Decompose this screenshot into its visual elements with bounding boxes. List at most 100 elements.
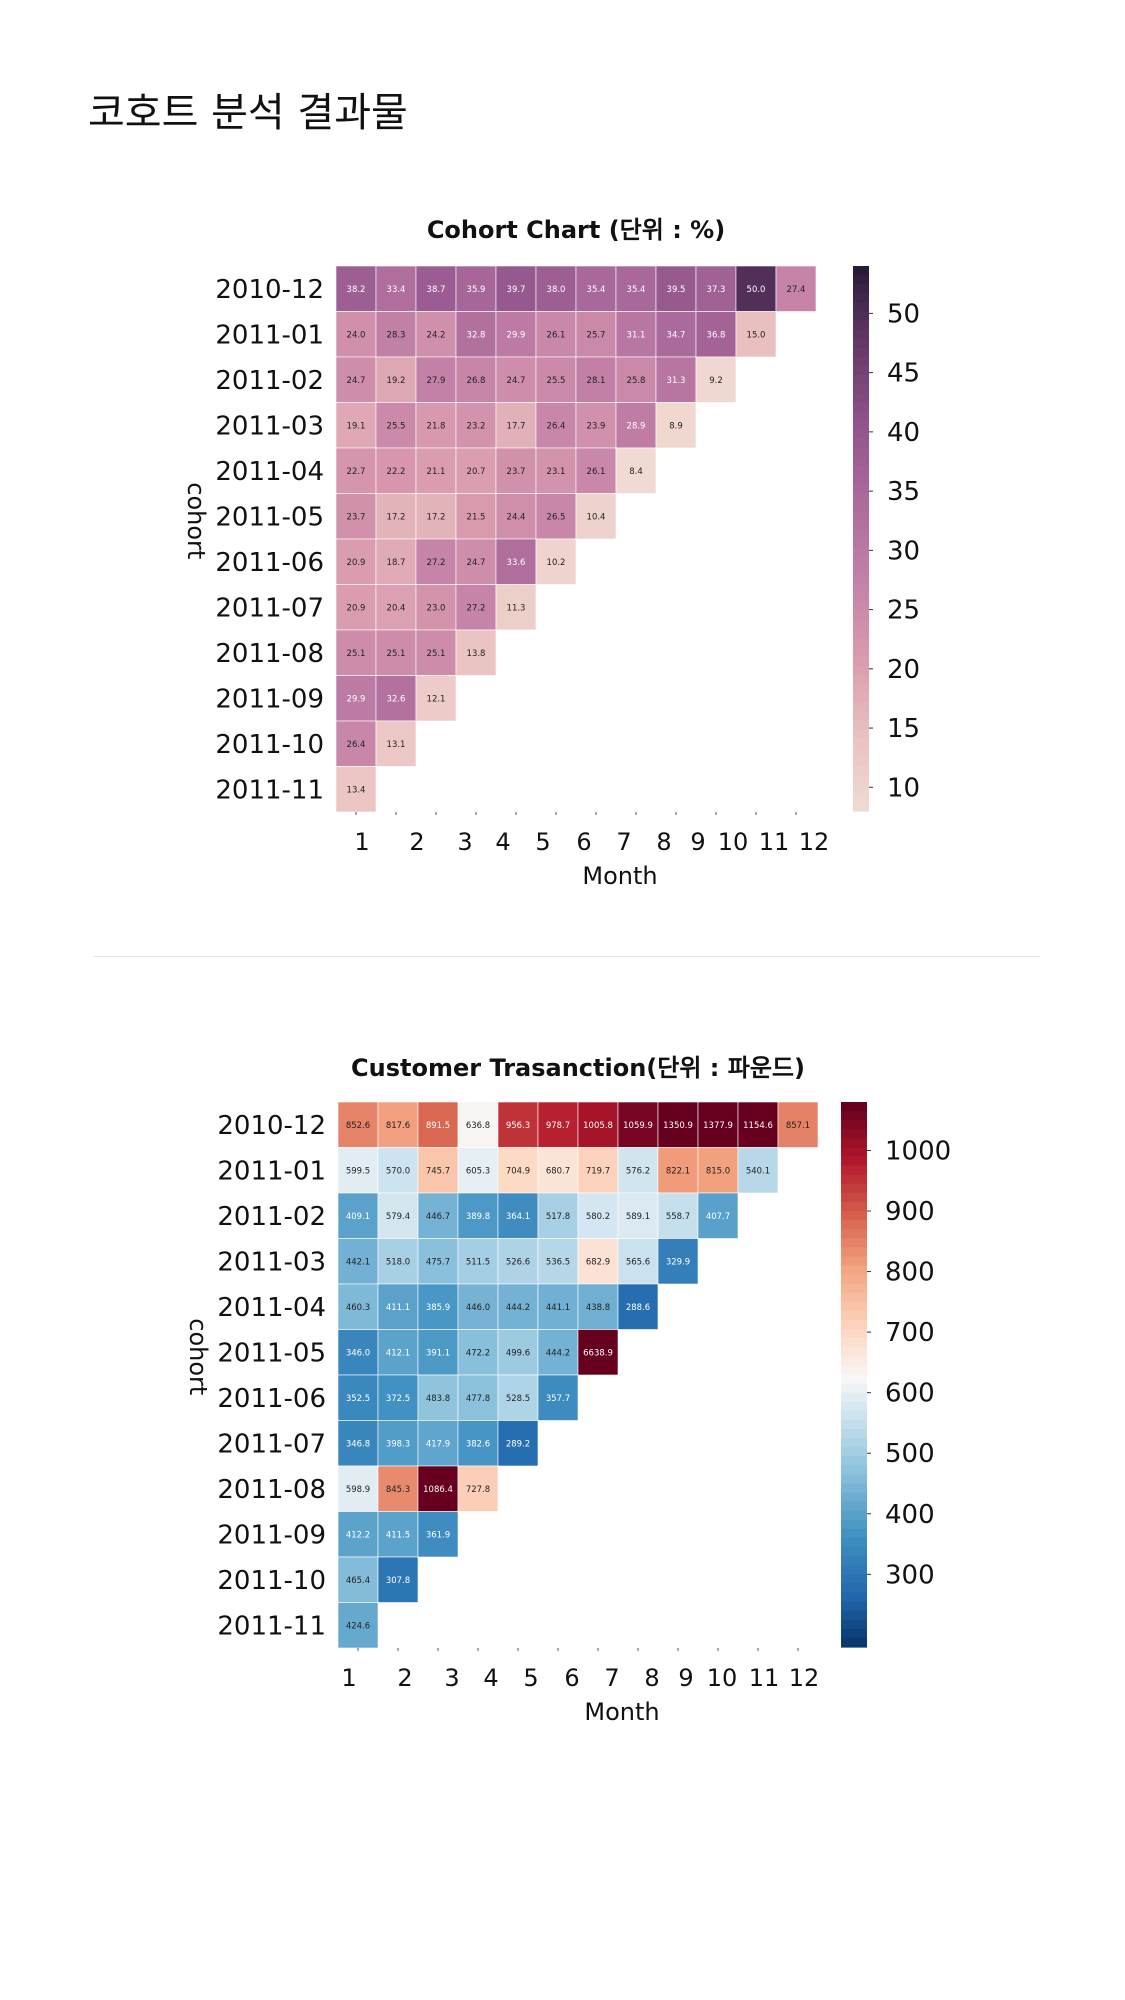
section-divider (94, 956, 1040, 957)
heatmap-cell (495, 447, 537, 494)
colorbar-segment (853, 702, 869, 712)
heatmap-cell (695, 311, 737, 358)
cell-value-label: 528.5 (506, 1394, 530, 1404)
colorbar-segment (853, 402, 869, 412)
colorbar-segment (841, 1238, 867, 1248)
column-tick-label: 12 (799, 828, 830, 856)
colorbar-segment (841, 1574, 867, 1585)
heatmap-cell (375, 720, 417, 767)
heatmap-cell (577, 1329, 619, 1376)
colorbar-tick-label: 50 (887, 299, 920, 329)
colorbar-segment (853, 692, 869, 703)
cell-value-label: 32.6 (387, 694, 406, 704)
colorbar-segment (853, 565, 869, 576)
colorbar-segment (841, 1483, 867, 1494)
chart-title: Customer Trasanction(단위 : 파운드) (351, 1054, 805, 1082)
cell-value-label: 21.8 (427, 421, 446, 431)
heatmap-cell (335, 629, 377, 676)
row-tick-label: 2011-09 (215, 684, 324, 714)
cell-value-label: 50.0 (747, 285, 766, 295)
colorbar-tick-label: 25 (887, 596, 920, 626)
heatmap-cell (697, 1101, 739, 1148)
cell-value-label: 8.4 (629, 467, 643, 477)
colorbar-segment (853, 656, 869, 667)
colorbar-segment (841, 1120, 867, 1130)
column-tick-label: 8 (644, 1664, 659, 1692)
heatmap-cell (455, 265, 497, 312)
cell-value-label: 34.7 (667, 330, 686, 340)
colorbar-segment (853, 629, 869, 640)
cell-value-label: 33.6 (507, 558, 526, 568)
column-tick-label: 9 (690, 828, 705, 856)
heatmap-cell (377, 1374, 419, 1421)
cell-value-label: 444.2 (546, 1348, 570, 1358)
colorbar-segment (841, 1438, 867, 1448)
cell-value-label: 1350.9 (663, 1121, 693, 1131)
row-tick-label: 2011-02 (215, 366, 324, 396)
cell-value-label: 389.8 (466, 1212, 490, 1222)
heatmap-cell (377, 1420, 419, 1467)
cell-value-label: 26.4 (347, 740, 366, 750)
colorbar-segment (853, 320, 869, 331)
cell-value-label: 27.4 (787, 285, 806, 295)
heatmap-cell (497, 1147, 539, 1194)
heatmap-cell (577, 1283, 619, 1330)
heatmap-cell (337, 1283, 379, 1330)
heatmap-cell (657, 1192, 699, 1239)
heatmap-cell (615, 265, 657, 312)
heatmap-cell (415, 675, 457, 722)
colorbar-segment (853, 756, 869, 767)
cell-value-label: 13.8 (467, 649, 486, 659)
column-tick-label: 8 (656, 828, 671, 856)
cell-value-label: 580.2 (586, 1212, 610, 1222)
heatmap-cell (457, 1101, 499, 1148)
column-tick-label: 5 (523, 1664, 538, 1692)
cell-value-label: 23.2 (467, 421, 486, 431)
colorbar-segment (853, 611, 869, 621)
cell-value-label: 22.7 (347, 467, 366, 477)
cell-value-label: 25.7 (587, 330, 606, 340)
cell-value-label: 8.9 (669, 421, 683, 431)
heatmap-cell (535, 402, 577, 449)
heatmap-cell (417, 1374, 459, 1421)
cell-value-label: 17.7 (507, 421, 526, 431)
heatmap-cell (457, 1238, 499, 1285)
row-tick-label: 2011-01 (217, 1156, 326, 1186)
cell-value-label: 35.4 (627, 285, 646, 295)
colorbar-segment (841, 1138, 867, 1149)
column-tick-label: 3 (457, 828, 472, 856)
cell-value-label: 412.1 (386, 1348, 410, 1358)
cell-value-label: 10.2 (547, 558, 566, 568)
colorbar-segment (853, 420, 869, 431)
colorbar-segment (841, 1465, 867, 1476)
heatmap-cell (457, 1420, 499, 1467)
cell-value-label: 24.7 (347, 376, 366, 386)
heatmap-cell (335, 265, 377, 312)
cell-value-label: 719.7 (586, 1166, 610, 1176)
column-tick-label: 12 (789, 1664, 820, 1692)
colorbar-segment (841, 1619, 867, 1630)
colorbar-segment (853, 393, 869, 403)
cell-value-label: 511.5 (466, 1257, 490, 1267)
cell-value-label: 32.8 (467, 330, 486, 340)
cell-value-label: 17.2 (387, 512, 406, 522)
cell-value-label: 27.2 (467, 603, 486, 613)
colorbar-segment (841, 1156, 867, 1167)
colorbar-segment (853, 375, 869, 385)
colorbar-segment (841, 1637, 867, 1648)
cell-value-label: 26.5 (547, 512, 566, 522)
colorbar-segment (853, 720, 869, 730)
colorbar-segment (853, 538, 869, 549)
column-tick-label: 4 (483, 1664, 498, 1692)
colorbar-segment (853, 747, 869, 758)
heatmap-cells: 852.6 817.6 891.5 636.8 956.3 978.7 1005.8 1059… (337, 1101, 819, 1649)
row-tick-label: 2011-10 (217, 1566, 326, 1596)
heatmap-cell (697, 1192, 739, 1239)
cell-value-label: 417.9 (426, 1439, 450, 1449)
colorbar-segment (853, 638, 869, 649)
cell-value-label: 26.1 (587, 467, 606, 477)
heatmap-cell (497, 1374, 539, 1421)
cell-value-label: 682.9 (586, 1257, 610, 1267)
heatmap-cell (415, 493, 457, 540)
cell-value-label: 26.1 (547, 330, 566, 340)
